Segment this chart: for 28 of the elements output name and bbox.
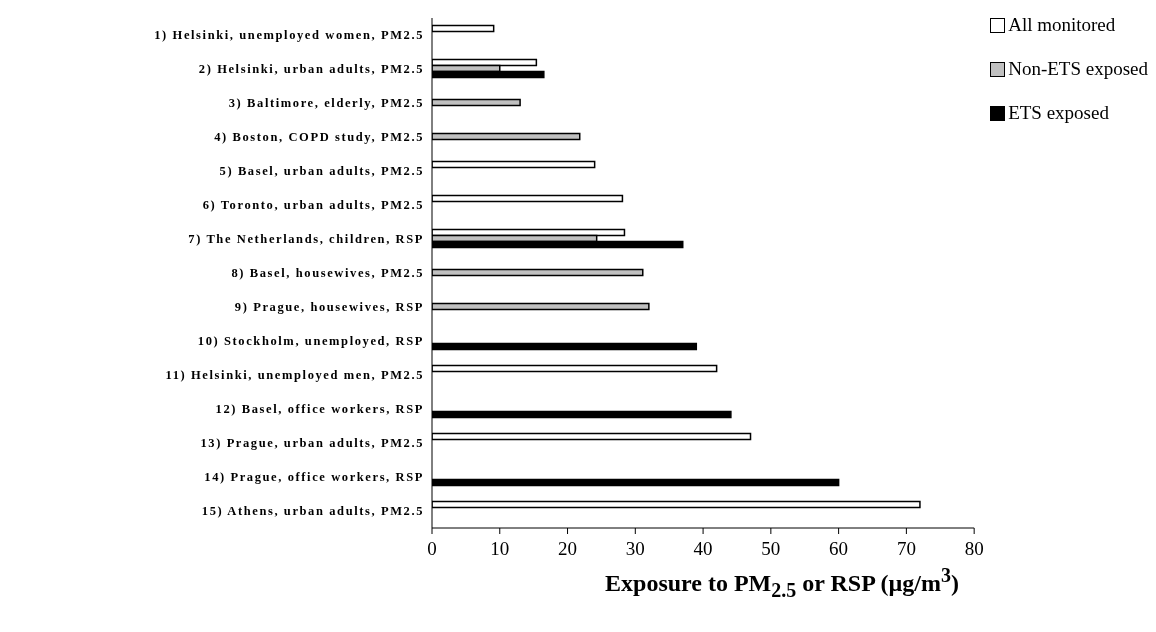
y-tick-label: 6) Toronto, urban adults, PM2.5 [202, 198, 424, 212]
x-tick-label: 0 [427, 538, 437, 560]
y-tick-label: 9) Prague, housewives, RSP [234, 300, 424, 314]
y-tick-label: 2) Helsinki, urban adults, PM2.5 [198, 62, 424, 76]
y-tick-label: 15) Athens, urban adults, PM2.5 [201, 504, 424, 518]
y-tick-label: 8) Basel, housewives, PM2.5 [231, 266, 424, 280]
y-tick-label: 4) Boston, COPD study, PM2.5 [214, 130, 424, 144]
y-tick-label: 10) Stockholm, unemployed, RSP [197, 334, 424, 348]
x-tick-label: 60 [829, 538, 849, 560]
y-tick-label: 12) Basel, office workers, RSP [215, 402, 424, 416]
y-tick-label: 11) Helsinki, unemployed men, PM2.5 [165, 368, 424, 382]
x-axis-title: Exposure to PM$_{2.5}$ or RSP (µg/m$^{3}$) [604, 564, 960, 602]
x-tick-label: 10 [490, 538, 510, 560]
y-tick-label: 7) The Netherlands, children, RSP [188, 232, 424, 246]
x-tick-label: 30 [625, 538, 645, 560]
y-tick-label: 5) Basel, urban adults, PM2.5 [219, 164, 424, 178]
legend-label: All monitored [1008, 14, 1116, 36]
x-tick-label: 40 [693, 538, 713, 560]
y-tick-label: 1) Helsinki, unemployed women, PM2.5 [154, 28, 424, 42]
legend-label: Non-ETS exposed [1008, 58, 1148, 80]
x-tick-label: 80 [964, 538, 984, 560]
x-tick-label: 20 [558, 538, 578, 560]
legend-label: ETS exposed [1008, 102, 1109, 124]
x-tick-label: 50 [761, 538, 781, 560]
y-tick-label: 13) Prague, urban adults, PM2.5 [200, 436, 424, 450]
y-tick-label: 3) Baltimore, elderly, PM2.5 [228, 96, 424, 110]
x-tick-label: 70 [896, 538, 916, 560]
y-tick-label: 14) Prague, office workers, RSP [204, 470, 424, 484]
